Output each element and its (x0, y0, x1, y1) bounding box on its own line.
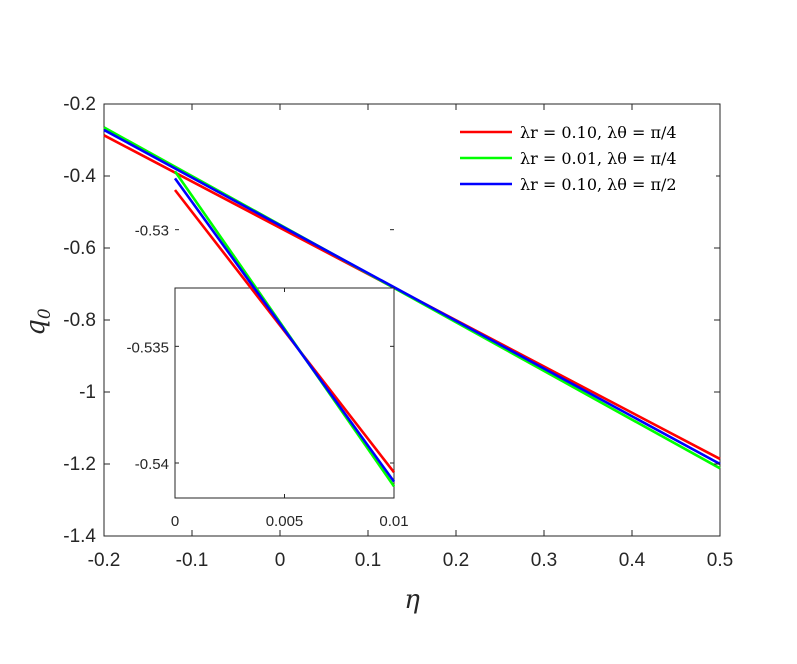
inset-y-tick-label: -0.53 (135, 223, 169, 240)
legend-box (444, 112, 716, 210)
inset-y-tick-label: -0.54 (135, 456, 169, 473)
main-y-tick-label: -1 (79, 382, 96, 403)
legend-label-2: λr = 0.01, λθ = π/4 (520, 149, 677, 168)
x-axis-label: η (404, 585, 420, 615)
inset-series-group (173, 170, 396, 488)
y-axis-label-main: q (21, 319, 51, 336)
main-x-tick-label: 0 (275, 550, 286, 571)
main-x-tick-label: 0.1 (355, 550, 381, 571)
y-axis-label-subscript: 0 (35, 308, 55, 319)
main-x-tick-label: -0.1 (176, 550, 209, 571)
main-y-ticks: -0.2 -0.4 -0.6 -0.8 -1 -1.2 -1.4 (63, 94, 720, 547)
inset-x-tick-label: 0.005 (266, 513, 304, 530)
main-y-tick-label: -0.6 (63, 238, 96, 259)
main-y-tick-label: -0.2 (63, 94, 96, 115)
main-y-tick-label: -0.4 (63, 166, 96, 187)
main-y-tick-label: -1.2 (63, 454, 96, 475)
legend: λr = 0.10, λθ = π/4 λr = 0.01, λθ = π/4 λr… (444, 112, 716, 210)
inset-y-ticks: -0.53 -0.535 -0.54 (126, 223, 394, 473)
main-x-tick-label: 0.2 (443, 550, 469, 571)
inset-x-tick-label: 0 (171, 513, 179, 530)
main-x-ticks: -0.2 -0.1 0 0.1 0.2 0.3 0.4 0.5 (88, 104, 733, 571)
y-axis-label: q0 (21, 308, 55, 336)
inset-y-tick-label: -0.535 (126, 339, 169, 356)
legend-items: λr = 0.10, λθ = π/4 λr = 0.01, λθ = π/4 λr… (460, 123, 677, 194)
inset-series-line-3 (173, 177, 396, 483)
main-x-tick-label: -0.2 (88, 550, 121, 571)
legend-label-3: λr = 0.10, λθ = π/2 (520, 175, 677, 194)
main-x-tick-label: 0.5 (707, 550, 733, 571)
main-series-group (103, 126, 721, 470)
inset-plot: 0 0.005 0.01 -0.53 -0.535 -0.54 (126, 170, 409, 530)
main-y-tick-label: -0.8 (63, 310, 96, 331)
legend-label-1: λr = 0.10, λθ = π/4 (520, 123, 677, 142)
inset-x-ticks: 0 0.005 0.01 (171, 288, 409, 530)
main-y-tick-label: -1.4 (63, 526, 96, 547)
main-series-line-3 (103, 128, 721, 466)
main-x-tick-label: 0.3 (531, 550, 557, 571)
inset-plot-frame (174, 287, 395, 499)
main-x-tick-label: 0.4 (619, 550, 646, 571)
inset-x-tick-label: 0.01 (379, 513, 408, 530)
